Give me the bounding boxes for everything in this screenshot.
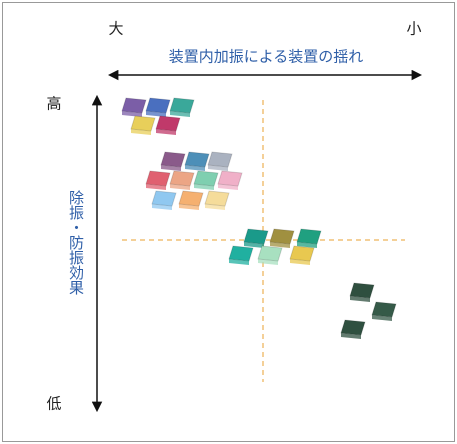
tile xyxy=(204,190,230,207)
y-title: 除振・防振効果 xyxy=(67,190,85,295)
tile xyxy=(160,151,186,168)
tile xyxy=(269,228,295,245)
tile xyxy=(155,115,181,132)
tile xyxy=(184,151,210,168)
bottom-label: 低 xyxy=(46,395,61,413)
tile xyxy=(193,170,219,187)
tile xyxy=(349,282,375,299)
tile xyxy=(121,97,147,114)
tile xyxy=(289,245,315,262)
tile xyxy=(145,170,171,187)
tile xyxy=(257,245,283,262)
tile xyxy=(340,319,366,336)
tile xyxy=(207,151,233,168)
x-title: 装置内加振による装置の揺れ xyxy=(169,48,364,66)
tile xyxy=(371,301,397,318)
tile xyxy=(145,97,171,114)
tile xyxy=(130,115,156,132)
tile xyxy=(169,97,195,114)
right-label: 小 xyxy=(406,20,421,38)
top-label: 高 xyxy=(46,95,61,113)
tiles xyxy=(121,97,397,339)
tile xyxy=(178,190,204,207)
tile xyxy=(228,245,254,262)
tile xyxy=(217,170,243,187)
tile xyxy=(169,170,195,187)
tile xyxy=(151,190,177,207)
left-label: 大 xyxy=(108,20,123,38)
tile xyxy=(296,228,322,245)
tile xyxy=(243,228,269,245)
